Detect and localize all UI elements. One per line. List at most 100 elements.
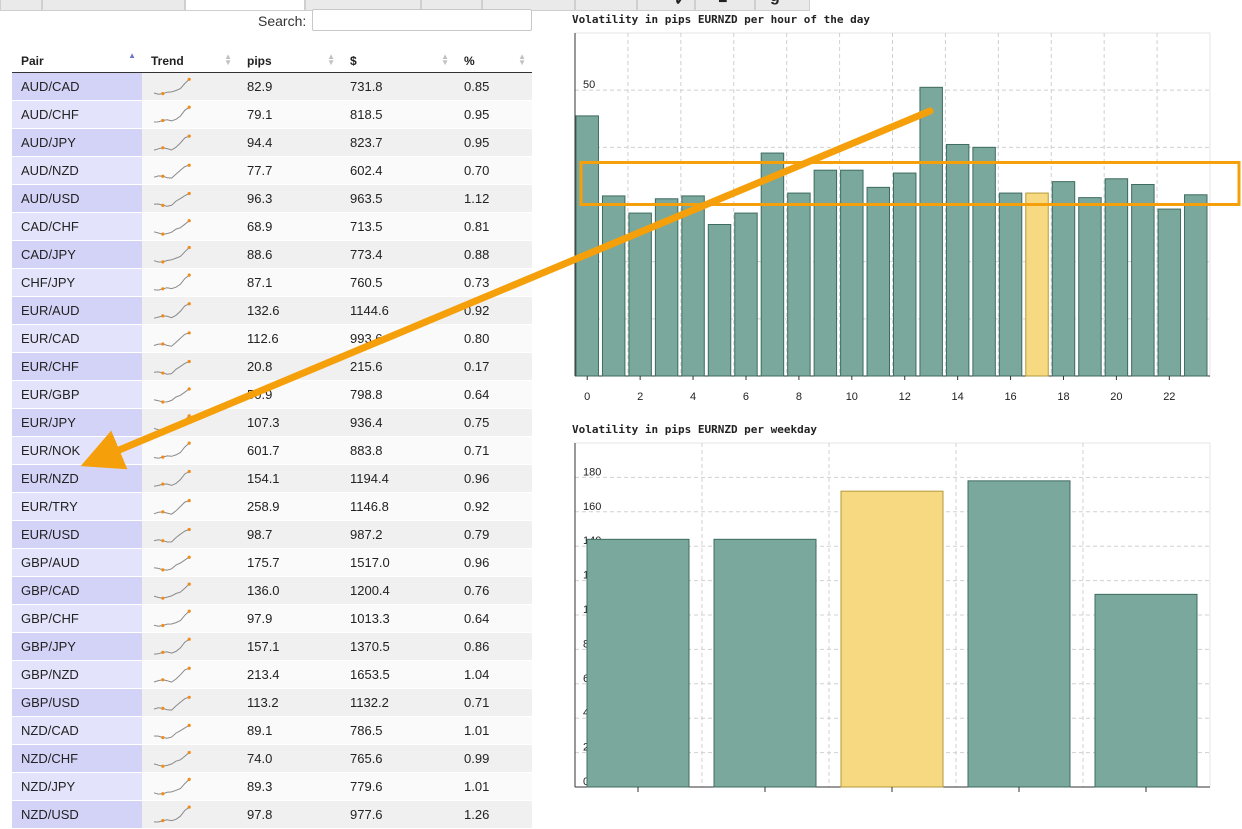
pair-cell: EUR/JPY — [12, 408, 142, 437]
trend-cell — [142, 128, 238, 157]
table-row[interactable]: EUR/USD 98.7 987.2 0.79 — [12, 520, 532, 549]
dollars-cell: 760.5 — [341, 268, 455, 297]
dollars-cell: 1200.4 — [341, 576, 455, 605]
pips-cell: 89.1 — [238, 716, 341, 745]
table-row[interactable]: GBP/AUD 175.7 1517.0 0.96 — [12, 548, 532, 577]
table-row[interactable]: GBP/CHF 97.9 1013.3 0.64 — [12, 604, 532, 633]
bar-hour-1 — [601, 195, 626, 377]
trend-cell — [142, 212, 238, 241]
facebook-icon: ■ — [718, 0, 728, 8]
bar-hour-8 — [787, 192, 811, 377]
table-row[interactable]: EUR/NOK 601.7 883.8 0.71 — [12, 436, 532, 465]
google-icon: g — [770, 0, 780, 6]
dollars-cell: 731.8 — [341, 72, 455, 101]
table-row[interactable]: EUR/CHF 20.8 215.6 0.17 — [12, 352, 532, 381]
trend-sparkline-icon — [153, 359, 191, 375]
table-row[interactable]: AUD/USD 96.3 963.5 1.12 — [12, 184, 532, 213]
table-row[interactable]: GBP/USD 113.2 1132.2 0.71 — [12, 688, 532, 717]
y-tick-label: 180 — [583, 466, 601, 478]
table-row[interactable]: NZD/JPY 89.3 779.6 1.01 — [12, 772, 532, 801]
pips-cell: 96.3 — [238, 184, 341, 213]
table-row[interactable]: NZD/USD 97.8 977.6 1.26 — [12, 800, 532, 829]
dollars-cell: 798.8 — [341, 380, 455, 409]
tab-facebook[interactable]: ■ — [695, 0, 755, 11]
bar-hour-22 — [1157, 208, 1182, 377]
trend-sparkline-icon — [153, 637, 191, 655]
col-header-percent[interactable]: % ▲ ▼ — [455, 50, 532, 73]
table-row[interactable]: EUR/JPY 107.3 936.4 0.75 — [12, 408, 532, 437]
pair-cell: GBP/NZD — [12, 660, 142, 689]
table-row[interactable]: AUD/CHF 79.1 818.5 0.95 — [12, 100, 532, 129]
trend-sparkline-icon — [153, 273, 191, 291]
pair-cell: AUD/JPY — [12, 128, 142, 157]
top-tab-strip: ▪ ✓ ■ g — [0, 0, 1242, 11]
col-header-pips[interactable]: pips ▲ ▼ — [238, 50, 341, 73]
tab-6[interactable] — [575, 0, 637, 11]
pips-cell: 77.7 — [238, 156, 341, 185]
col-header-dollars[interactable]: $ ▲ ▼ — [341, 50, 455, 73]
table-row[interactable]: EUR/TRY 258.9 1146.8 0.92 — [12, 492, 532, 521]
twitter-icon: ✓ — [674, 0, 688, 9]
percent-cell: 0.88 — [455, 240, 532, 269]
tab-google[interactable]: g — [755, 0, 810, 11]
table-row[interactable]: NZD/CHF 74.0 765.6 0.99 — [12, 744, 532, 773]
search-label: Search: — [258, 13, 307, 29]
percent-cell: 0.81 — [455, 212, 532, 241]
trend-sparkline-icon — [153, 805, 191, 823]
table-row[interactable]: AUD/JPY 94.4 823.7 0.95 — [12, 128, 532, 157]
y-tick-label: 160 — [583, 501, 601, 513]
trend-sparkline-icon — [153, 527, 191, 543]
tab-home[interactable]: ▪ — [0, 0, 42, 11]
tab-twitter[interactable]: ✓ — [637, 0, 695, 11]
table-row[interactable]: EUR/AUD 132.6 1144.6 0.92 — [12, 296, 532, 325]
pips-cell: 136.0 — [238, 576, 341, 605]
table-row[interactable]: EUR/NZD 154.1 1194.4 0.96 — [12, 464, 532, 493]
dollars-cell: 987.2 — [341, 520, 455, 549]
pips-cell: 213.4 — [238, 660, 341, 689]
table-row[interactable]: AUD/NZD 77.7 602.4 0.70 — [12, 156, 532, 185]
bar-hour-0 — [575, 115, 599, 377]
pair-cell: EUR/CHF — [12, 352, 142, 381]
percent-cell: 0.71 — [455, 688, 532, 717]
table-row[interactable]: CAD/JPY 88.6 773.4 0.88 — [12, 240, 532, 269]
col-header-trend[interactable]: Trend ▲ ▼ — [142, 50, 238, 73]
percent-cell: 0.95 — [455, 128, 532, 157]
table-row[interactable]: GBP/JPY 157.1 1370.5 0.86 — [12, 632, 532, 661]
y-tick-label: 0 — [583, 776, 589, 788]
bar-hour-2 — [628, 212, 652, 377]
trend-cell — [142, 632, 238, 661]
pair-cell: CHF/JPY — [12, 268, 142, 297]
trend-cell — [142, 156, 238, 185]
trend-sparkline-icon — [153, 163, 191, 179]
tab-2-active[interactable] — [185, 0, 305, 11]
table-row[interactable]: EUR/GBP 50.9 798.8 0.64 — [12, 380, 532, 409]
percent-cell: 0.80 — [455, 324, 532, 353]
table-row[interactable]: GBP/CAD 136.0 1200.4 0.76 — [12, 576, 532, 605]
table-row[interactable]: CAD/CHF 68.9 713.5 0.81 — [12, 212, 532, 241]
trend-cell — [142, 324, 238, 353]
pips-cell: 68.9 — [238, 212, 341, 241]
x-tick-label: 22 — [1163, 391, 1175, 403]
bar-hour-17 — [1025, 192, 1049, 377]
bar-hour-11 — [866, 186, 890, 377]
dollars-cell: 765.6 — [341, 744, 455, 773]
search-input[interactable] — [312, 9, 532, 31]
x-tick-label: 12 — [899, 391, 911, 403]
table-row[interactable]: NZD/CAD 89.1 786.5 1.01 — [12, 716, 532, 745]
trend-cell — [142, 520, 238, 549]
tab-1[interactable] — [42, 0, 185, 11]
pips-cell: 97.9 — [238, 604, 341, 633]
trend-sparkline-icon — [153, 723, 191, 739]
table-header-row: Pair ▲ Trend ▲ ▼ pips ▲ ▼ $ ▲ ▼ % ▲ ▼ — [12, 50, 532, 73]
trend-cell — [142, 436, 238, 465]
table-row[interactable]: AUD/CAD 82.9 731.8 0.85 — [12, 72, 532, 101]
trend-cell — [142, 296, 238, 325]
percent-cell: 0.85 — [455, 72, 532, 101]
trend-sparkline-icon — [153, 441, 191, 459]
pair-cell: CAD/CHF — [12, 212, 142, 241]
trend-cell — [142, 352, 238, 381]
table-row[interactable]: EUR/CAD 112.6 993.6 0.80 — [12, 324, 532, 353]
table-row[interactable]: CHF/JPY 87.1 760.5 0.73 — [12, 268, 532, 297]
col-header-pair[interactable]: Pair ▲ — [12, 50, 142, 73]
table-row[interactable]: GBP/NZD 213.4 1653.5 1.04 — [12, 660, 532, 689]
